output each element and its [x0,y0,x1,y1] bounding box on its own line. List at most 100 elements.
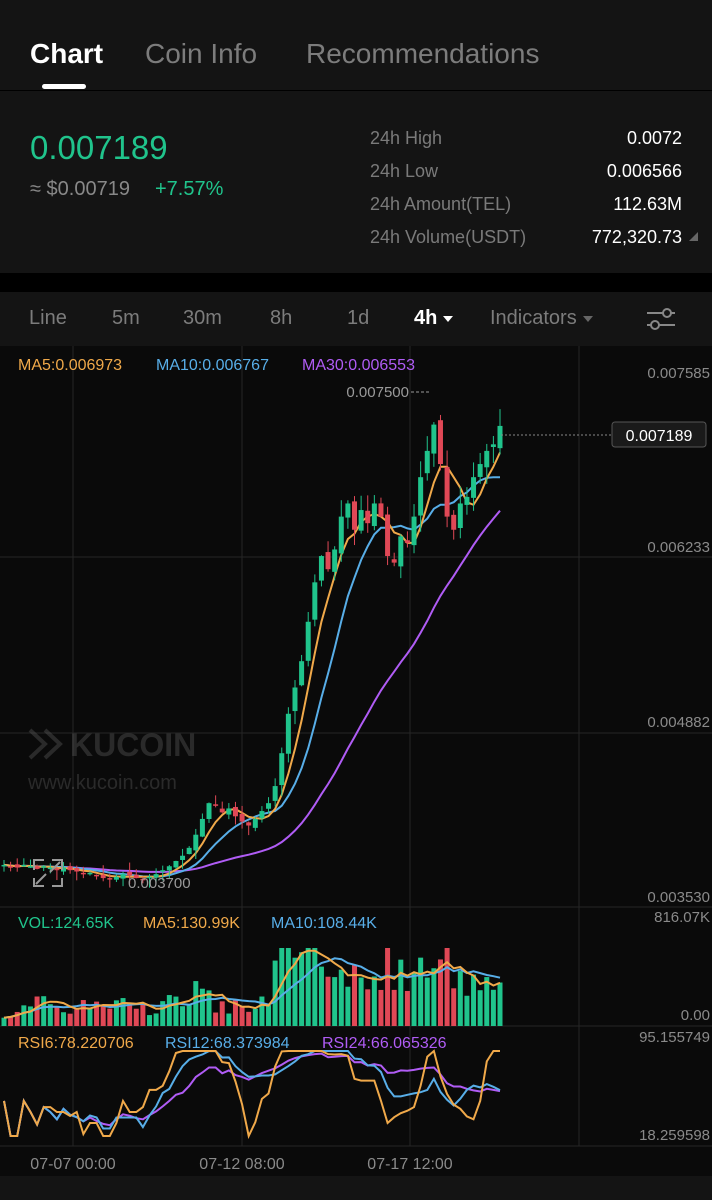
rsi-axis-min: 18.259598 [639,1127,710,1144]
tab-recommendations[interactable]: Recommendations [306,38,540,69]
last-price: 0.007189 [30,129,168,166]
candle-body [100,874,106,879]
candle-body [14,864,20,868]
time-label-1: 07-07 00:00 [30,1156,116,1173]
candle-body [345,503,351,518]
volume-bar [371,976,377,1026]
candle-body [497,425,503,449]
price-axis-label-3: 0.004882 [647,714,710,731]
interval-4h-label: 4h [414,307,438,329]
stat-label-24h-high: 24h High [370,128,443,148]
candle-body [312,582,318,620]
candlestick-chart[interactable]: KUCOIN www.kucoin.com MA5:0.006973 MA10:… [0,346,712,1176]
volume-bar [431,968,437,1026]
volume-bar [279,948,285,1026]
volume-bar [325,976,331,1026]
volume-bar [266,1005,272,1026]
volume-bar [292,957,298,1026]
interval-toolbar: Line 5m 30m 8h 1d 4h Indicators [0,292,712,346]
volume-bar [477,990,483,1026]
candle-body [385,514,391,557]
volume-bar [166,995,172,1026]
volume-bar [239,1006,245,1026]
stat-value-24h-amount: 112.63M [613,194,682,214]
candle-body [21,864,27,867]
volume-bars [1,948,503,1026]
candle-body [213,804,219,806]
volume-bar [490,989,496,1026]
expand-icon[interactable] [33,859,63,887]
stat-label-24h-volume: 24h Volume(USDT) [370,227,527,247]
rsi-axis-max: 95.155749 [639,1029,710,1046]
volume-bar [67,1013,73,1026]
low-price-label: 0.003700 [128,875,191,892]
stat-label-24h-low: 24h Low [370,161,439,181]
last-price-tag-label: 0.007189 [626,428,693,445]
volume-bar [318,966,324,1026]
volume-bar [464,995,470,1026]
chart-area[interactable]: KUCOIN www.kucoin.com MA5:0.006973 MA10:… [0,346,712,1176]
rsi6-line [3,1049,500,1140]
volume-ma5-line [3,949,501,1019]
volume-bar [451,988,457,1026]
interval-5m[interactable]: 5m [112,307,140,329]
volume-bar [305,948,311,1026]
stat-value-24h-low: 0.006566 [606,161,682,181]
volume-bar [338,969,344,1026]
candle-body [232,806,238,817]
volume-bar [94,1001,100,1026]
volume-bar [391,989,397,1026]
candle-body [239,813,245,822]
volume-bar [252,1008,258,1026]
volume-bar [457,971,463,1026]
candle-body [113,876,119,880]
chevron-down-icon [443,315,454,322]
candle-body [186,847,192,855]
candle-body [41,866,47,868]
chevron-down-icon [582,315,593,322]
ma5-line [3,452,501,878]
candle-body [180,855,186,860]
settings-sliders-icon[interactable] [645,305,677,333]
candle-body [140,878,146,881]
volume-bar [471,974,477,1026]
candle-body [8,866,14,868]
volume-bar [484,977,490,1026]
candle-body [120,874,126,879]
candle-body [1,864,7,867]
volume-bar [444,948,450,1026]
candle-body [418,477,424,516]
volume-bar [259,996,265,1026]
watermark-brand: KUCOIN [70,727,196,763]
indicators-button[interactable]: Indicators [490,307,593,330]
interval-8h[interactable]: 8h [270,307,293,329]
interval-line[interactable]: Line [29,307,67,329]
candle-body [87,872,93,875]
candle-body [404,540,410,543]
tab-coin-info[interactable]: Coin Info [145,38,258,69]
candle-body [74,868,80,872]
ma30-legend: MA30:0.006553 [302,357,415,374]
volume-bar [1,1017,7,1026]
volume-bar [404,990,410,1026]
interval-1d[interactable]: 1d [347,307,370,329]
volume-bar [246,1011,252,1026]
volume-bar [272,960,278,1026]
ma10-legend: MA10:0.006767 [156,357,269,374]
volume-bar [180,1006,186,1026]
volume-bar [14,1011,20,1026]
volume-bar [173,996,179,1026]
candle-body [292,687,298,712]
volume-bar [113,1000,119,1026]
interval-30m[interactable]: 30m [183,307,222,329]
volume-bar [127,1002,133,1026]
volume-bar [107,1008,113,1026]
volume-bar [54,1006,60,1026]
volume-bar [345,986,351,1026]
candle-body [471,477,477,498]
volume-ma10-legend: MA10:108.44K [271,915,377,932]
interval-4h[interactable]: 4h [414,307,454,330]
candle-body [246,822,252,826]
volume-bar [160,1001,166,1026]
tab-chart[interactable]: Chart [30,38,104,69]
